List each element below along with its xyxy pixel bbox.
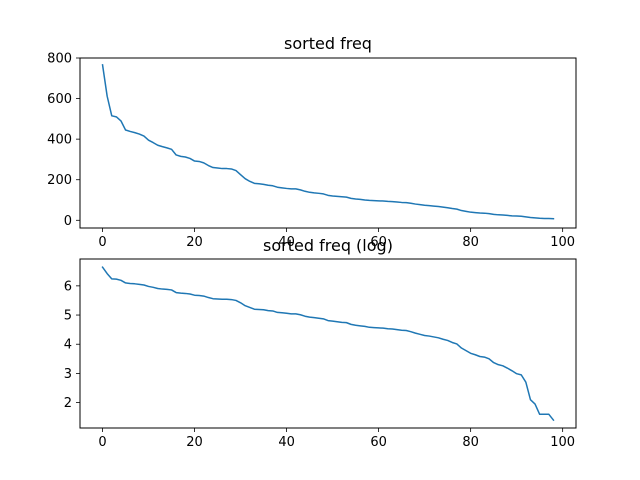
top-x-tick-label: 100 [550,235,575,250]
bottom-y-tick-label: 4 [64,338,72,353]
top-axes: sorted freq 0 20 40 60 80 100 0 200 400 600 800 [47,34,577,250]
top-y-tick-label: 800 [47,52,72,67]
top-y-tick-label: 0 [64,214,72,229]
bottom-x-tick-label: 20 [186,435,203,450]
bottom-plot-marks [101,266,555,422]
top-series-line [101,64,555,220]
bottom-chart-title: sorted freq (log) [263,236,393,255]
bottom-y-tick-label: 2 [64,396,72,411]
bottom-x-tick-label: 0 [98,435,106,450]
bottom-x-tick-label: 100 [550,435,575,450]
bottom-axes: 0 20 40 60 80 100 2 3 4 5 6 [64,258,577,450]
top-plot-marks [101,64,555,220]
top-x-tick-label: 40 [278,235,295,250]
top-y-tick-label: 200 [47,173,72,188]
top-x-tick-label: 20 [186,235,203,250]
bottom-axes-frame [79,258,577,429]
top-y-tick-label: 600 [47,92,72,107]
top-x-tick-label: 80 [462,235,479,250]
bottom-x-tick-label: 80 [462,435,479,450]
top-x-tick-label: 0 [98,235,106,250]
bottom-y-tick-label: 3 [64,367,72,382]
bottom-x-tick-label: 40 [278,435,295,450]
top-y-tick-label: 400 [47,133,72,148]
top-x-tick-label: 60 [370,235,387,250]
bottom-y-tick-label: 6 [64,279,72,294]
bottom-series-line [101,266,555,422]
bottom-x-tick-label: 60 [370,435,387,450]
top-axes-frame [79,57,577,229]
top-chart-title: sorted freq [284,34,372,53]
bottom-y-tick-label: 5 [64,309,72,324]
